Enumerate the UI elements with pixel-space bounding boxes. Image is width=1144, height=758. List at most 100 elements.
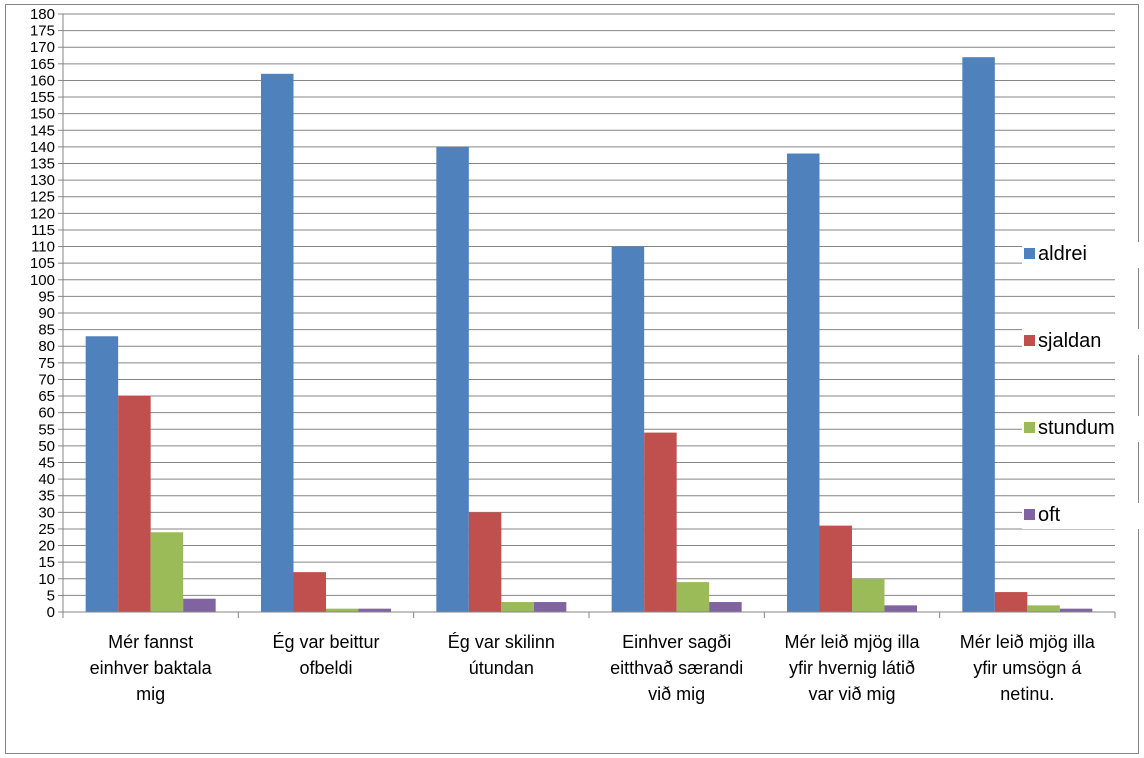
y-tick-label: 145 (30, 122, 55, 139)
x-category-label: Ég var skilinn útundan (448, 632, 555, 678)
y-tick-label: 95 (38, 288, 55, 305)
x-category-label-line: Mér leið mjög illa (960, 632, 1096, 652)
bar-stundum (852, 578, 885, 612)
x-category-label-line: við mig (648, 684, 705, 704)
y-tick-label: 30 (38, 504, 55, 521)
bar-oft (358, 608, 391, 612)
legend-swatch-stundum (1024, 422, 1035, 433)
x-category-label-line: Mér fannst (108, 632, 193, 652)
y-tick-label: 15 (38, 554, 55, 571)
bar-sjaldan (994, 592, 1028, 612)
x-category-label: Mér leið mjög illa yfir hvernig látið var … (784, 632, 920, 704)
y-tick-label: 60 (38, 405, 55, 422)
bar-aldrei (436, 146, 469, 612)
y-tick-label: 20 (38, 538, 55, 555)
y-tick-label: 135 (30, 156, 55, 173)
legend-label-oft: oft (1038, 504, 1061, 526)
x-category-label: Mér fannst einhver baktala mig (90, 632, 213, 704)
x-category-label: Ég var beittur ofbeldi (272, 632, 379, 678)
x-category-label-line: netinu. (1000, 684, 1054, 704)
bar-oft (533, 602, 567, 612)
y-tick-label: 175 (30, 23, 55, 40)
y-tick-label: 115 (31, 222, 55, 239)
x-category-label-line: yfir umsögn á (973, 658, 1082, 678)
y-tick-label: 10 (38, 571, 55, 588)
y-tick-label: 25 (38, 521, 55, 538)
bar-aldrei (962, 57, 995, 612)
x-category-label-line: yfir hvernig látið (789, 658, 915, 678)
y-tick-label: 5 (47, 587, 55, 604)
bar-sjaldan (644, 432, 677, 612)
y-axis-tick-labels: 0510152025303540455055606570758085909510… (30, 6, 55, 621)
x-category-label-line: eitthvað særandi (610, 658, 743, 678)
legend-swatch-oft (1024, 509, 1035, 520)
bar-sjaldan (293, 572, 326, 612)
bar-stundum (326, 608, 359, 612)
y-tick-label: 35 (38, 488, 55, 505)
y-tick-label: 80 (38, 338, 55, 355)
legend-item-background (1022, 242, 1140, 268)
chart-area: 0 5 10 15 20 25 30 35 40 45 50 55 60 65 70 75 80 85 90 95 10… (5, 4, 1140, 754)
bar-stundum (150, 532, 184, 612)
bar-sjaldan (118, 396, 151, 612)
y-tick-label: 170 (30, 39, 55, 56)
y-tick-label: 120 (30, 205, 55, 222)
bars (85, 57, 1093, 613)
legend-label-aldrei: aldrei (1038, 243, 1087, 265)
axes (58, 13, 1116, 618)
y-tick-label: 50 (38, 438, 55, 455)
bar-chart: 0510152025303540455055606570758085909510… (30, 6, 1140, 704)
y-tick-label: 70 (38, 371, 55, 388)
y-tick-label: 105 (30, 255, 55, 272)
x-category-label-line: einhver baktala (90, 658, 213, 678)
y-tick-label: 75 (38, 355, 55, 372)
y-tick-label: 165 (30, 56, 55, 73)
y-tick-label: 180 (30, 6, 55, 23)
legend-label-stundum: stundum (1038, 417, 1115, 439)
legend-item-background (1022, 503, 1140, 529)
legend-item-background (1022, 329, 1140, 355)
y-tick-label: 130 (30, 172, 55, 189)
y-tick-label: 0 (47, 604, 55, 621)
y-tick-label: 55 (38, 421, 55, 438)
y-tick-label: 65 (38, 388, 55, 405)
legend-swatch-aldrei (1024, 248, 1035, 259)
x-category-label-line: Einhver sagði (622, 632, 731, 652)
y-tick-label: 100 (30, 272, 55, 289)
legend-item-background (1022, 416, 1140, 442)
x-category-label-line: ofbeldi (299, 658, 352, 678)
bar-aldrei (261, 73, 294, 613)
bar-aldrei (85, 336, 119, 612)
y-tick-label: 110 (31, 239, 55, 256)
y-tick-label: 155 (30, 89, 55, 106)
bar-oft (183, 598, 216, 612)
bar-oft (884, 605, 917, 612)
y-tick-label: 150 (30, 106, 55, 123)
bar-oft (709, 602, 742, 612)
bar-stundum (676, 582, 710, 612)
x-category-label-line: Ég var skilinn (448, 632, 555, 652)
x-category-label: Einhver sagði eitthvað særandi við mig (610, 632, 743, 704)
y-tick-label: 90 (38, 305, 55, 322)
bar-sjaldan (819, 525, 852, 612)
legend: aldrei sjaldan stundum oft (1022, 242, 1140, 529)
y-tick-label: 85 (38, 322, 55, 339)
y-tick-label: 125 (30, 189, 55, 206)
x-category-label-line: Ég var beittur (272, 632, 379, 652)
legend-swatch-sjaldan (1024, 335, 1035, 346)
bar-stundum (1027, 605, 1060, 612)
bar-oft (1059, 608, 1093, 612)
gridlines (63, 13, 1115, 596)
y-tick-label: 160 (30, 72, 55, 89)
bar-stundum (501, 602, 534, 612)
x-category-label-line: var við mig (808, 684, 895, 704)
y-tick-label: 40 (38, 471, 55, 488)
y-tick-label: 45 (38, 455, 55, 472)
y-tick-label: 140 (30, 139, 55, 156)
bar-aldrei (787, 153, 820, 613)
x-category-label-line: Mér leið mjög illa (784, 632, 920, 652)
x-category-label-line: útundan (469, 658, 534, 678)
bar-sjaldan (468, 512, 502, 612)
x-category-label-line: mig (136, 684, 165, 704)
legend-label-sjaldan: sjaldan (1038, 330, 1101, 352)
